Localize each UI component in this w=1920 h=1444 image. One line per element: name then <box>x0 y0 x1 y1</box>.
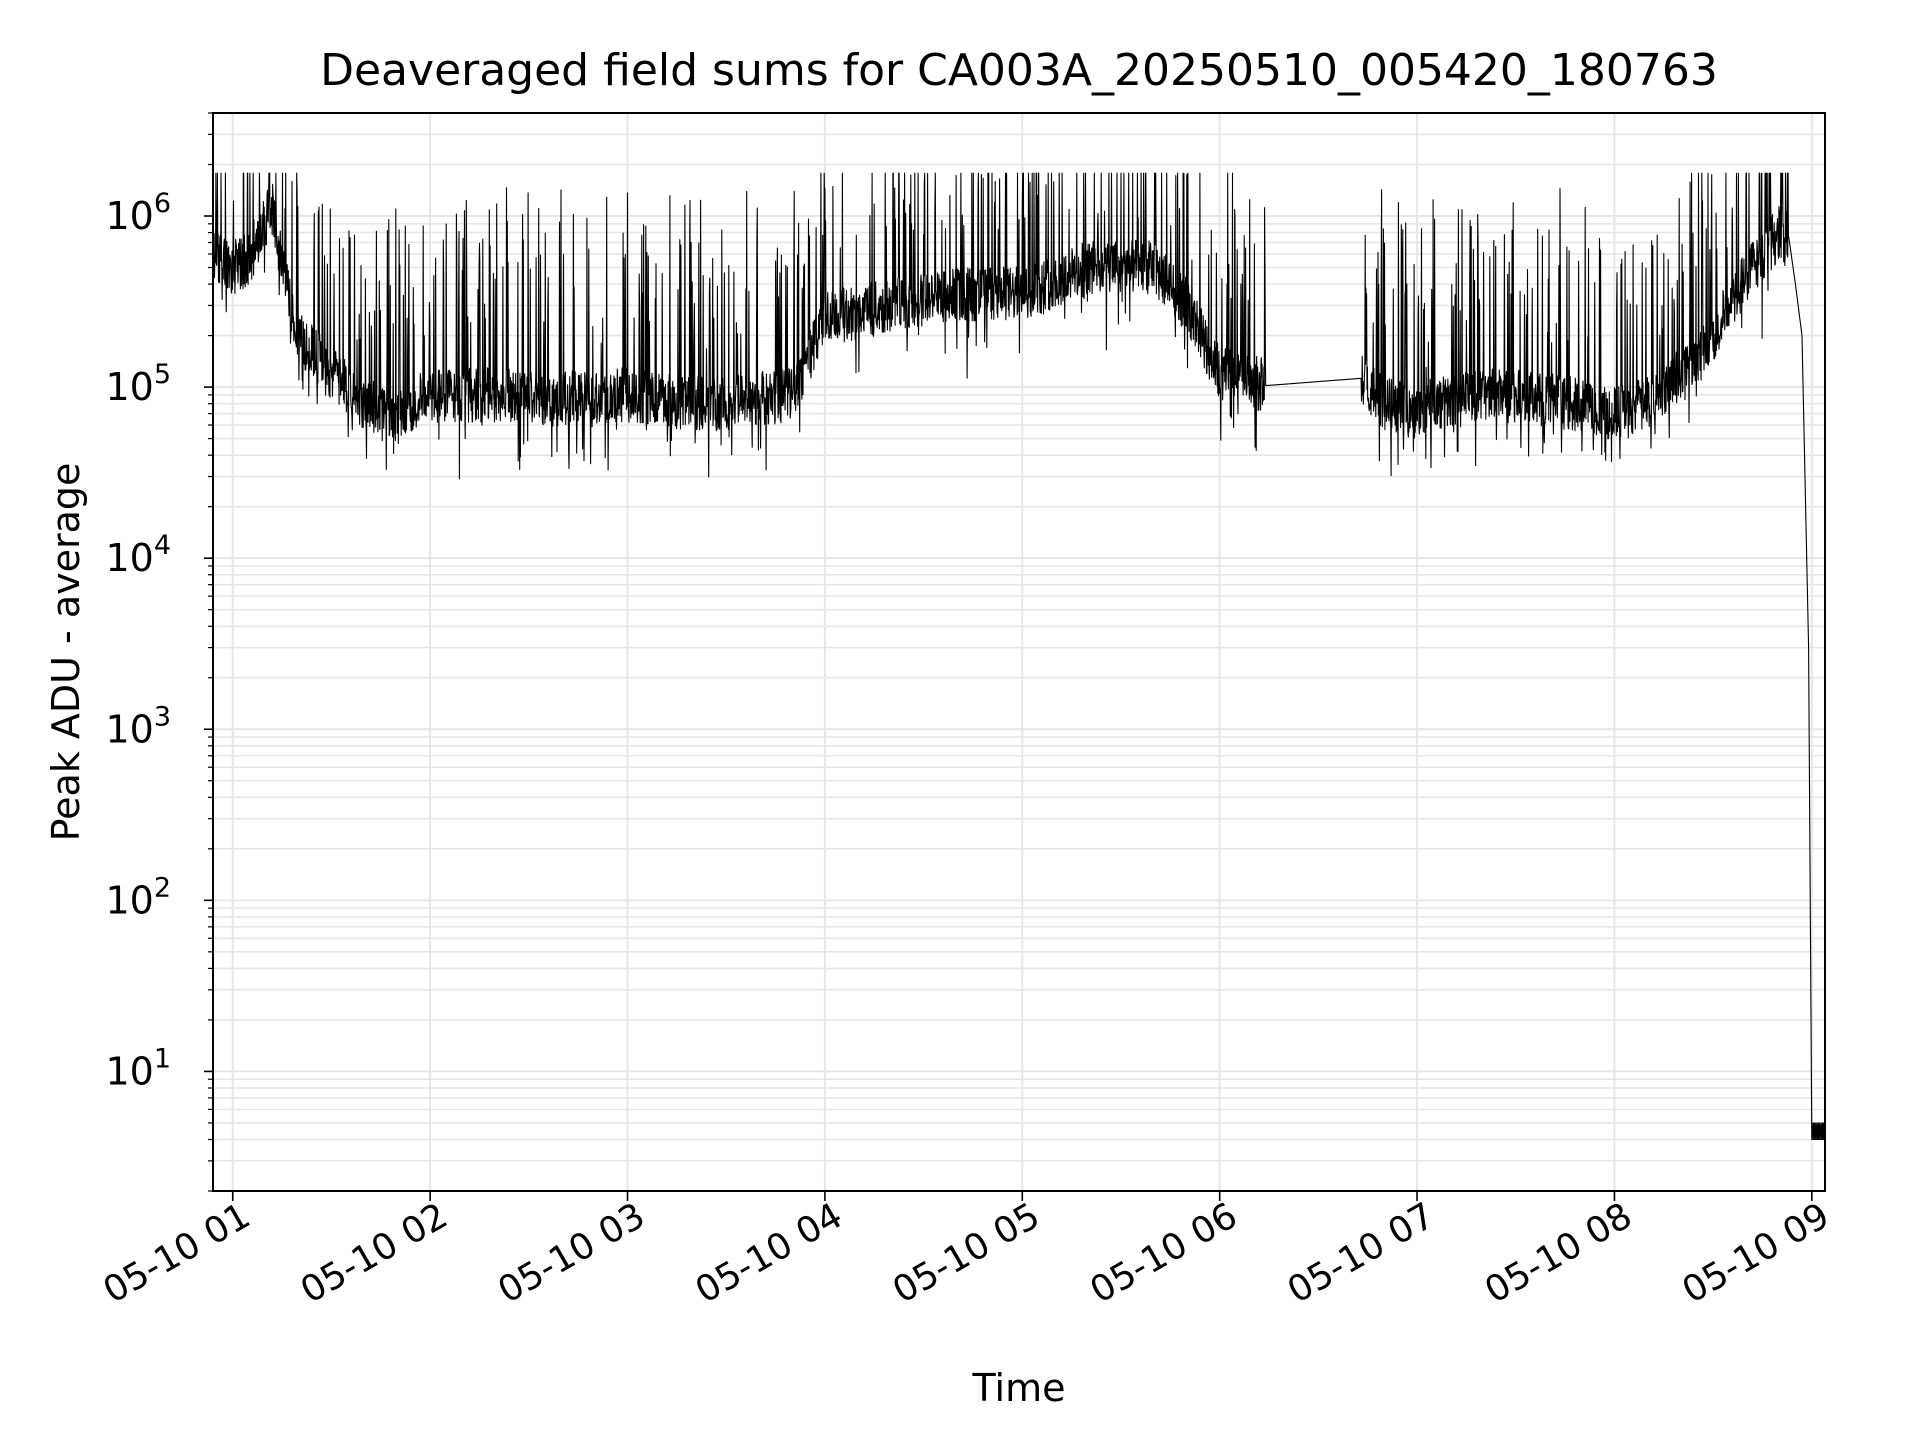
y-tick-label: 106 <box>105 188 171 238</box>
y-tick-label: 105 <box>105 359 171 409</box>
chart-title: Deaveraged field sums for CA003A_2025051… <box>320 45 1718 96</box>
plot-frame <box>212 112 1826 1192</box>
y-axis-label: Peak ADU - average <box>44 463 88 842</box>
y-tick-label: 102 <box>105 872 171 922</box>
y-tick-label: 103 <box>105 701 171 751</box>
y-tick-label: 104 <box>105 530 171 580</box>
series-line <box>212 172 1826 1141</box>
x-axis-label: Time <box>972 1366 1066 1410</box>
axis-ticks <box>204 112 1813 1201</box>
y-tick-label: 101 <box>105 1043 171 1093</box>
